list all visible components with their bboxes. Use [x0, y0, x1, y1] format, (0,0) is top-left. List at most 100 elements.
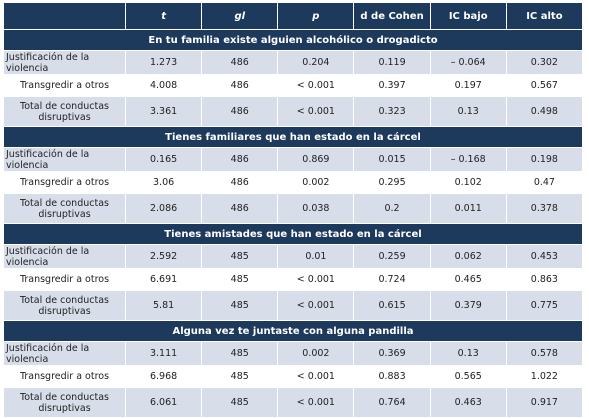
table-body: En tu familia existe alguien alcohólico …: [3, 29, 584, 418]
cell: 0.259: [353, 244, 431, 269]
cell: 486: [201, 171, 279, 194]
section-title: En tu familia existe alguien alcohólico …: [3, 29, 583, 51]
cell: – 0.064: [429, 50, 507, 75]
table-header: t gl p d de Cohen IC bajo IC alto: [3, 2, 584, 30]
cell: 6.061: [124, 387, 203, 418]
cell: 3.361: [124, 96, 203, 127]
data-row: Transgredir a otros 4.008 486 < 0.001 0.397 0…: [3, 74, 584, 97]
cell: 0.062: [429, 244, 507, 269]
cell: 0.863: [505, 268, 584, 291]
section-title: Alguna vez te juntaste con alguna pandil…: [3, 320, 583, 342]
cell: 0.015: [353, 147, 431, 172]
section-title: Tienes familiares que han estado en la c…: [3, 126, 583, 148]
cell: 0.323: [353, 96, 431, 127]
row-label: Transgredir a otros: [3, 268, 126, 291]
row-label: Justificación de la violencia: [3, 147, 126, 172]
data-row: Justificación de la violencia 0.165 486 0.8…: [3, 147, 584, 172]
cell: 0.917: [505, 387, 584, 418]
cell: 0.2: [353, 193, 431, 224]
cell: 0.869: [277, 147, 355, 172]
cell: 0.198: [505, 147, 584, 172]
cell: 0.567: [505, 74, 584, 97]
cell: 0.13: [429, 341, 507, 366]
cell: 0.465: [429, 268, 507, 291]
header-cell: d de Cohen: [353, 2, 431, 30]
header-cell: t: [124, 2, 203, 30]
cell: 485: [201, 387, 279, 418]
cell: 486: [201, 50, 279, 75]
cell: < 0.001: [277, 290, 355, 321]
row-label: Justificación de la violencia: [3, 50, 126, 75]
cell: 0.369: [353, 341, 431, 366]
cell: 3.06: [124, 171, 203, 194]
cell: 0.011: [429, 193, 507, 224]
cell: 486: [201, 96, 279, 127]
cell: 0.378: [505, 193, 584, 224]
cell: 0.119: [353, 50, 431, 75]
cell: 485: [201, 268, 279, 291]
data-row: Transgredir a otros 6.968 485 < 0.001 0.883 0…: [3, 365, 584, 388]
cell: 2.086: [124, 193, 203, 224]
section-title: Tienes amistades que han estado en la cá…: [3, 223, 583, 245]
cell: 0.002: [277, 171, 355, 194]
cell: 0.775: [505, 290, 584, 321]
cell: 0.453: [505, 244, 584, 269]
data-row: Justificación de la violencia 3.111 485 0.0…: [3, 341, 584, 366]
cell: 485: [201, 365, 279, 388]
cell: 1.022: [505, 365, 584, 388]
cell: 0.397: [353, 74, 431, 97]
cell: 0.197: [429, 74, 507, 97]
cell: 0.578: [505, 341, 584, 366]
header-cell: IC alto: [505, 2, 584, 30]
row-label: Justificación de la violencia: [3, 244, 126, 269]
data-row: Total de conductas disruptivas 5.81 485 < 0…: [3, 290, 584, 321]
data-row: Total de conductas disruptivas 6.061 485 < …: [3, 387, 584, 418]
cell: 0.565: [429, 365, 507, 388]
header-cell: IC bajo: [429, 2, 507, 30]
row-label: Transgredir a otros: [3, 171, 126, 194]
cell: 6.968: [124, 365, 203, 388]
results-table: t gl p d de Cohen IC bajo IC alto En tu famil…: [3, 2, 584, 418]
cell: 0.204: [277, 50, 355, 75]
cell: 0.102: [429, 171, 507, 194]
header-cell: gl: [201, 2, 279, 30]
cell: < 0.001: [277, 268, 355, 291]
row-label: Transgredir a otros: [3, 74, 126, 97]
cell: 5.81: [124, 290, 203, 321]
cell: < 0.001: [277, 387, 355, 418]
row-label: Total de conductas disruptivas: [3, 290, 126, 321]
data-row: Justificación de la violencia 2.592 485 0.0…: [3, 244, 584, 269]
cell: 0.764: [353, 387, 431, 418]
cell: 0.883: [353, 365, 431, 388]
cell: < 0.001: [277, 74, 355, 97]
section-row: Tienes amistades que han estado en la cá…: [3, 223, 583, 245]
cell: 0.463: [429, 387, 507, 418]
header-cell: [3, 2, 126, 30]
header-row: t gl p d de Cohen IC bajo IC alto: [3, 2, 584, 30]
cell: – 0.168: [429, 147, 507, 172]
cell: < 0.001: [277, 365, 355, 388]
cell: 0.038: [277, 193, 355, 224]
cell: 485: [201, 290, 279, 321]
section-row: Tienes familiares que han estado en la c…: [3, 126, 583, 148]
cell: 485: [201, 341, 279, 366]
cell: 0.498: [505, 96, 584, 127]
row-label: Transgredir a otros: [3, 365, 126, 388]
cell: 0.615: [353, 290, 431, 321]
row-label: Total de conductas disruptivas: [3, 96, 126, 127]
cell: 0.165: [124, 147, 203, 172]
cell: 3.111: [124, 341, 203, 366]
cell: 0.379: [429, 290, 507, 321]
row-label: Total de conductas disruptivas: [3, 387, 126, 418]
cell: 0.724: [353, 268, 431, 291]
data-row: Total de conductas disruptivas 2.086 486 0.…: [3, 193, 584, 224]
data-row: Transgredir a otros 3.06 486 0.002 0.295 0.10…: [3, 171, 584, 194]
data-row: Total de conductas disruptivas 3.361 486 < …: [3, 96, 584, 127]
cell: 6.691: [124, 268, 203, 291]
cell: 4.008: [124, 74, 203, 97]
section-row: Alguna vez te juntaste con alguna pandil…: [3, 320, 583, 342]
cell: 0.01: [277, 244, 355, 269]
cell: 486: [201, 74, 279, 97]
cell: 1.273: [124, 50, 203, 75]
